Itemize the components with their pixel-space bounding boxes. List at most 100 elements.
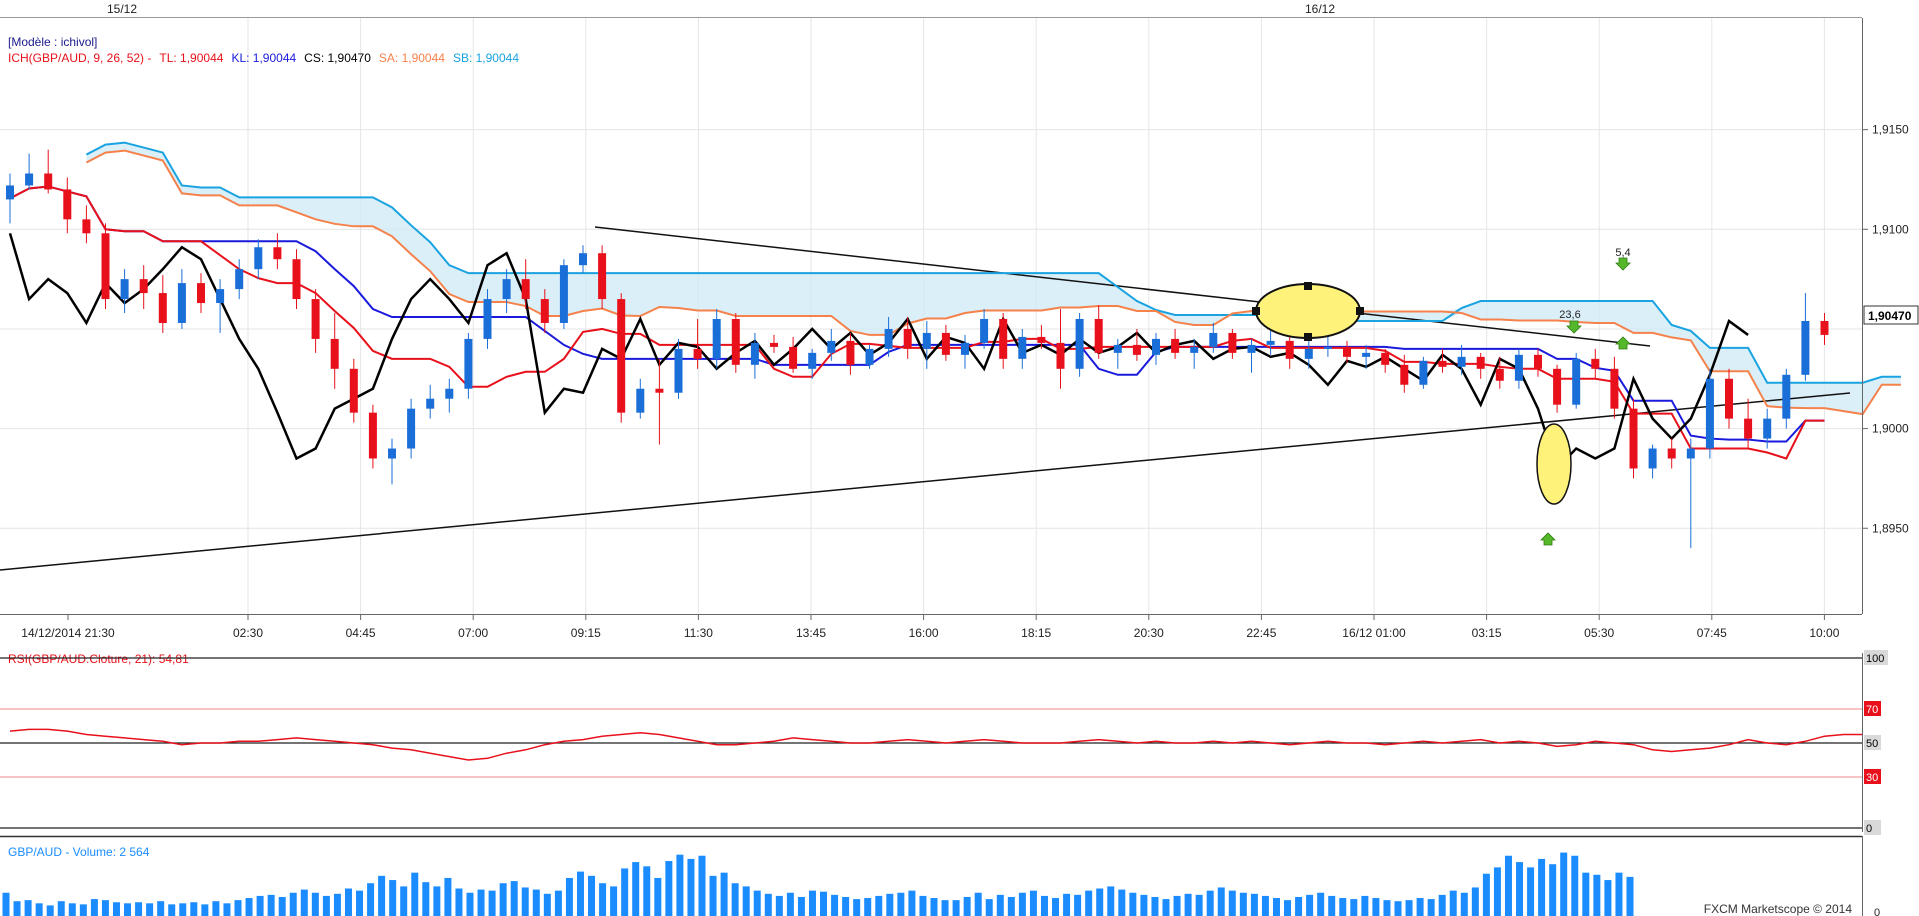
volume-bar xyxy=(775,895,783,916)
volume-bar xyxy=(499,883,507,916)
resistance-trendline[interactable] xyxy=(594,226,1651,347)
volume-bar xyxy=(289,892,297,916)
volume-bar xyxy=(1317,892,1325,916)
volume-bar xyxy=(1482,873,1490,916)
candle-body xyxy=(368,412,377,459)
volume-bar xyxy=(952,900,960,916)
candle-body xyxy=(1476,356,1485,369)
volume-bar xyxy=(543,893,551,916)
candle-body xyxy=(961,342,969,355)
price-tick-label: 1,9150 xyxy=(1872,123,1909,137)
ellipse-handle[interactable] xyxy=(1304,333,1312,341)
rsi-tick-label: 50 xyxy=(1866,738,1878,750)
candle-body xyxy=(445,388,454,399)
candle-body xyxy=(1553,368,1562,405)
rsi-panel[interactable]: RSI(GBP/AUD.Cloture, 21): 54,81 100 70 50 3… xyxy=(0,650,1888,835)
copyright: FXCM Marketscope © 2014 xyxy=(1704,902,1853,916)
volume-bar xyxy=(1074,894,1082,916)
price-panel[interactable]: 23,6 5,4 [Modèle : ichivol] ICH(GBP/AUD, … xyxy=(0,18,1901,614)
time-tick-label: 07:45 xyxy=(1697,626,1727,640)
candle-body xyxy=(922,332,931,349)
volume-bar xyxy=(1449,890,1457,916)
signal-arrow-down-icon xyxy=(1615,257,1631,271)
volume-bar xyxy=(654,877,662,916)
time-axis[interactable]: 14/12/2014 21:30 02:30 04:45 07:00 09:15 11:3… xyxy=(0,614,1862,640)
highlight-ellipse-low[interactable] xyxy=(1536,423,1572,505)
volume-bar xyxy=(985,899,993,916)
volume-bar xyxy=(1516,862,1524,916)
price-tick-label: 1,9000 xyxy=(1872,422,1909,436)
candle-body xyxy=(1037,336,1046,343)
volume-bar xyxy=(378,875,386,916)
volume-bar xyxy=(1217,887,1225,916)
volume-bar xyxy=(1571,855,1579,916)
price-tick-label: 1,9100 xyxy=(1872,222,1909,236)
rsi-line-path xyxy=(9,728,1863,761)
fib-label: 5,4 xyxy=(1615,247,1630,259)
volume-bar xyxy=(488,890,496,916)
candle-body xyxy=(1705,378,1714,449)
ellipse-handle[interactable] xyxy=(1356,307,1364,315)
candle-body xyxy=(120,279,129,300)
volume-bar xyxy=(897,892,905,916)
candle-body xyxy=(1763,418,1772,439)
time-tick-label: 14/12/2014 21:30 xyxy=(21,626,115,640)
volume-bar xyxy=(24,900,32,916)
price-axis[interactable]: 1,9150 1,9100 1,9000 1,8950 1,90470 xyxy=(1862,18,1919,614)
volume-bar xyxy=(974,892,982,916)
rsi-label: RSI(GBP/AUD.Cloture, 21): 54,81 xyxy=(8,652,189,666)
volume-bar xyxy=(1063,893,1071,916)
volume-bar xyxy=(1493,867,1501,916)
volume-bar xyxy=(1029,890,1037,916)
volume-bar xyxy=(1361,895,1369,916)
volume-bar xyxy=(333,893,341,916)
candle-body xyxy=(693,348,702,359)
chart-annotations[interactable]: 23,6 5,4 xyxy=(1252,247,1631,546)
volume-axis-zero: 0 xyxy=(1874,907,1880,916)
candle-body xyxy=(1782,374,1791,419)
rsi-tick-box xyxy=(1864,650,1888,665)
volume-bar xyxy=(676,854,684,916)
candle-body xyxy=(617,299,626,413)
volume-bar xyxy=(1615,872,1623,916)
volume-bar xyxy=(919,895,927,916)
volume-bar xyxy=(875,895,883,916)
candle-body xyxy=(636,388,645,413)
top-date-ruler: 15/12 16/12 xyxy=(0,2,1862,28)
candle-body xyxy=(1591,358,1600,369)
volume-bar xyxy=(742,886,750,916)
volume-bar xyxy=(1438,894,1446,916)
candle-body xyxy=(1362,352,1371,357)
candle-body xyxy=(1209,332,1218,347)
volume-panel[interactable]: GBP/AUD - Volume: 2 564 0 FXCM Marketsco… xyxy=(0,835,1880,916)
candle-body xyxy=(1190,346,1199,353)
volume-bar xyxy=(1460,892,1468,916)
highlight-ellipse-resistance[interactable] xyxy=(1255,283,1361,339)
ichimoku-legend: ICH(GBP/AUD, 9, 26, 52) - TL: 1,90044 KL: … xyxy=(8,51,519,65)
price-tick-label: 1,8950 xyxy=(1872,521,1909,535)
volume-bar xyxy=(356,890,364,916)
volume-bar xyxy=(433,886,441,916)
volume-bar xyxy=(1007,896,1015,916)
candle-body xyxy=(1419,360,1428,385)
volume-bar xyxy=(1394,901,1402,916)
candlesticks xyxy=(6,149,1829,549)
candle-body xyxy=(1801,320,1810,375)
volume-bar xyxy=(422,882,430,916)
candle-body xyxy=(1514,354,1523,381)
candle-body xyxy=(1725,378,1733,419)
volume-bar xyxy=(1560,852,1568,916)
ellipse-handle[interactable] xyxy=(1304,282,1312,290)
candle-body xyxy=(388,448,396,459)
volume-bar xyxy=(853,899,861,916)
volume-bar xyxy=(764,893,772,916)
ellipse-handle[interactable] xyxy=(1252,307,1260,315)
volume-bar xyxy=(112,902,120,916)
candle-body xyxy=(502,279,511,300)
candle-body xyxy=(1686,448,1695,459)
time-tick-label: 07:00 xyxy=(458,626,488,640)
candle-body xyxy=(1648,448,1657,469)
volume-bar xyxy=(720,872,728,916)
candle-body xyxy=(330,338,339,369)
volume-bar xyxy=(1107,886,1115,916)
